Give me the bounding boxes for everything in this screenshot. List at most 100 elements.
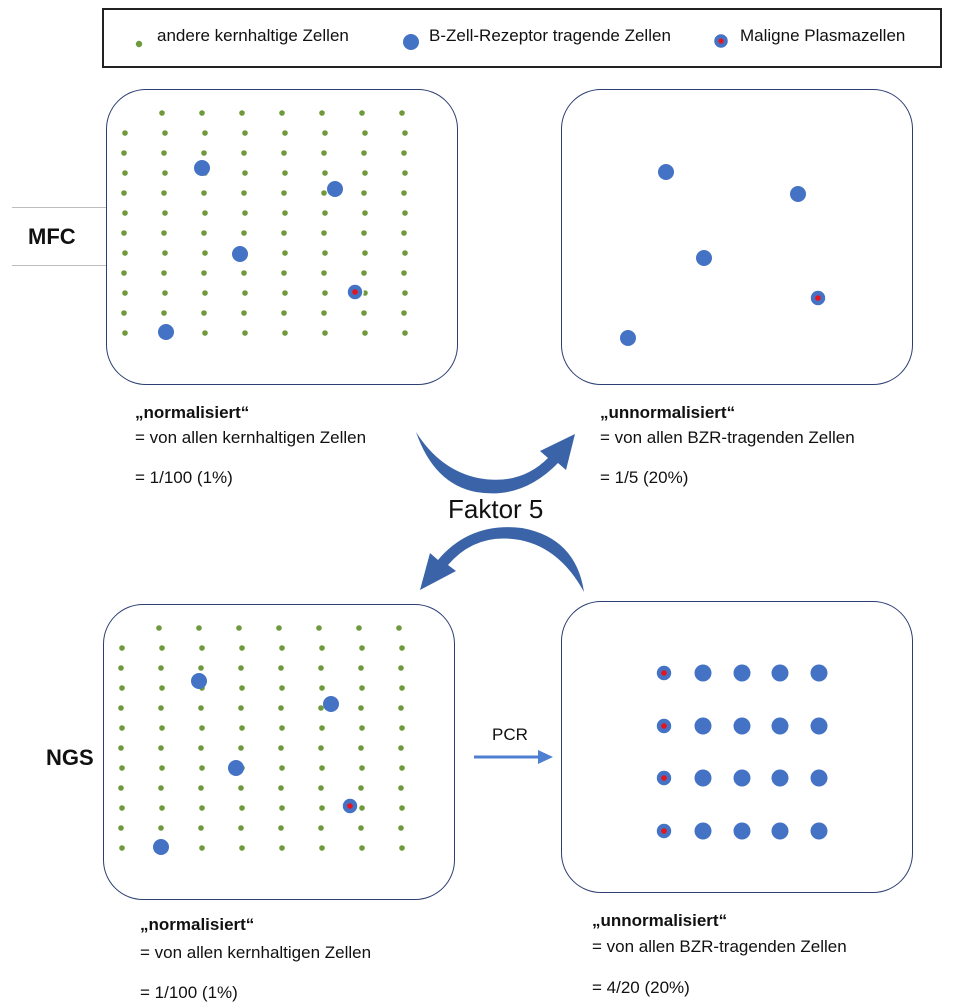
other-nucleated-cell [199,845,205,851]
other-nucleated-cell [402,330,408,336]
legend-label-bcr-cells: B-Zell-Rezeptor tragende Zellen [429,26,671,45]
other-nucleated-cell [119,685,125,691]
bcr-cell [810,822,828,840]
curved-arrow-left-icon [420,527,584,592]
other-nucleated-cell [358,745,364,751]
other-nucleated-cell [159,685,165,691]
other-nucleated-cell [398,745,404,751]
bcr-cell [153,839,169,855]
other-nucleated-cell [162,250,168,256]
other-nucleated-cell [279,765,285,771]
other-nucleated-cell [398,705,404,711]
other-nucleated-cell [158,665,164,671]
legend-blue-dot-icon [403,34,419,50]
mfc-rule-bottom [12,265,106,266]
other-nucleated-cell [279,645,285,651]
bcr-cell [658,164,674,180]
other-nucleated-cell [119,725,125,731]
legend: andere kernhaltige Zellen B-Zell-Rezepto… [102,8,942,68]
other-nucleated-cell [161,270,167,276]
pcr-label: PCR [492,725,528,744]
other-nucleated-cell [282,290,288,296]
other-nucleated-cell [198,665,204,671]
pcr-arrow-icon [538,750,553,764]
other-nucleated-cell [358,665,364,671]
other-nucleated-cell [158,785,164,791]
other-nucleated-cell [282,250,288,256]
other-nucleated-cell [399,765,405,771]
other-nucleated-cell [241,230,247,236]
other-nucleated-cell [399,110,405,116]
malignant-cell-center [661,723,667,729]
other-nucleated-cell [362,250,368,256]
other-nucleated-cell [199,110,205,116]
other-nucleated-cell [159,765,165,771]
mfc-right-title: „unnormalisiert“ [600,403,736,422]
other-nucleated-cell [118,825,124,831]
other-nucleated-cell [122,170,128,176]
other-nucleated-cell [196,625,202,631]
other-nucleated-cell [321,190,327,196]
bcr-cell [694,822,712,840]
other-nucleated-cell [201,150,207,156]
bcr-cell [694,664,712,682]
mfc-right-ratio: = 1/5 (20%) [600,468,689,487]
other-nucleated-cell [318,705,324,711]
other-nucleated-cell [362,170,368,176]
other-nucleated-cell [238,665,244,671]
other-nucleated-cell [158,705,164,711]
malignant-cell-center [661,775,667,781]
other-nucleated-cell [281,230,287,236]
bcr-cell [733,769,751,787]
other-nucleated-cell [158,825,164,831]
other-nucleated-cell [239,110,245,116]
other-nucleated-cell [359,805,365,811]
other-nucleated-cell [361,150,367,156]
bcr-cell [733,664,751,682]
legend-green-dot-icon [135,40,143,48]
other-nucleated-cell [401,310,407,316]
other-nucleated-cell [159,645,165,651]
other-nucleated-cell [321,310,327,316]
other-nucleated-cell [119,765,125,771]
other-nucleated-cell [398,825,404,831]
other-nucleated-cell [401,230,407,236]
bcr-cell [790,186,806,202]
bcr-cell [694,717,712,735]
other-nucleated-cell [398,785,404,791]
ngs-right-title: „unnormalisiert“ [592,911,728,930]
malignant-cell-center [352,289,358,295]
other-nucleated-cell [281,190,287,196]
other-nucleated-cell [158,745,164,751]
other-nucleated-cell [402,290,408,296]
other-nucleated-cell [399,845,405,851]
factor-label: Faktor 5 [448,494,544,524]
other-nucleated-cell [402,130,408,136]
other-nucleated-cell [322,170,328,176]
other-nucleated-cell [362,330,368,336]
other-nucleated-cell [201,190,207,196]
other-nucleated-cell [118,705,124,711]
other-nucleated-cell [319,645,325,651]
curved-arrow-right-icon [416,432,575,494]
bcr-cell [327,181,343,197]
other-nucleated-cell [202,330,208,336]
other-nucleated-cell [322,250,328,256]
other-nucleated-cell [358,785,364,791]
bcr-cell [696,250,712,266]
other-nucleated-cell [361,230,367,236]
bcr-cell [158,324,174,340]
mfc-rule-top [12,207,106,208]
bcr-cell [191,673,207,689]
other-nucleated-cell [201,270,207,276]
other-nucleated-cell [122,210,128,216]
other-nucleated-cell [361,190,367,196]
other-nucleated-cell [239,725,245,731]
other-nucleated-cell [322,130,328,136]
other-nucleated-cell [401,270,407,276]
other-nucleated-cell [238,825,244,831]
other-nucleated-cell [402,250,408,256]
other-nucleated-cell [119,845,125,851]
other-nucleated-cell [122,250,128,256]
other-nucleated-cell [356,625,362,631]
